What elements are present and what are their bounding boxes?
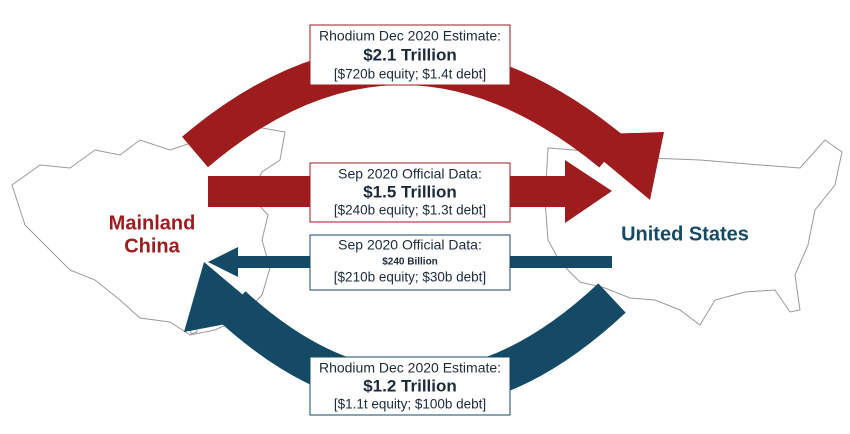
flow-detail: [$720b equity; $1.4t debt] (334, 67, 486, 82)
china-outline (11, 124, 286, 336)
flow-heading: Rhodium Dec 2020 Estimate: (319, 360, 501, 376)
us-outline (544, 139, 843, 326)
flow-heading: Rhodium Dec 2020 Estimate: (319, 28, 501, 44)
flow-detail: [$240b equity; $1.3t debt] (334, 203, 486, 218)
box-border (309, 234, 511, 291)
flow-amount: $2.1 Trillion (363, 45, 457, 64)
arrowhead (572, 132, 664, 200)
region-label: China (124, 235, 180, 257)
flow-box: Rhodium Dec 2020 Estimate: $2.1 Trillion… (309, 24, 511, 86)
flow-amount: $240 Billion (382, 257, 438, 268)
region-label: Mainland (109, 212, 196, 234)
arrowhead (208, 247, 238, 277)
box-border (309, 24, 511, 86)
flow-detail: [$210b equity; $30b debt] (334, 270, 486, 285)
box-border (309, 356, 511, 416)
flow-box: Sep 2020 Official Data: $240 Billion [$2… (309, 234, 511, 291)
flow-box: Rhodium Dec 2020 Estimate: $1.2 Trillion… (309, 356, 511, 416)
flow-heading: Sep 2020 Official Data: (338, 166, 482, 182)
flow-heading: Sep 2020 Official Data: (338, 237, 482, 253)
arrowhead (184, 262, 268, 332)
flow-amount: $1.2 Trillion (363, 376, 457, 395)
flow-amount: $1.5 Trillion (363, 182, 457, 201)
box-border (309, 162, 511, 223)
flow-box: Sep 2020 Official Data: $1.5 Trillion [$… (309, 162, 511, 223)
flow-detail: [$1.1t equity; $100b debt] (334, 397, 486, 412)
region-label: United States (621, 223, 749, 245)
arrowhead (565, 160, 612, 223)
